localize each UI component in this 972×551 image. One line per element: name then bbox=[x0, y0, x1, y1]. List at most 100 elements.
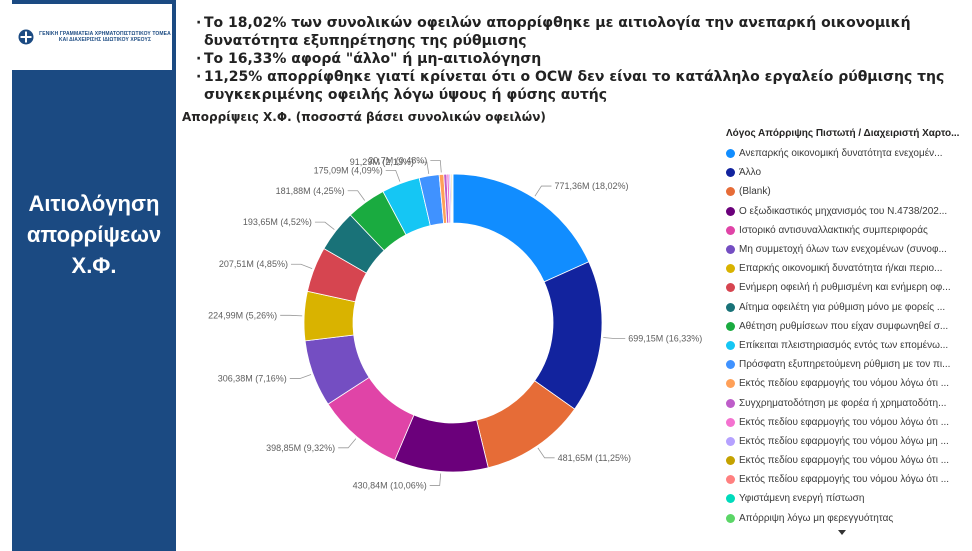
legend-label: Ενήμερη οφειλή ή ρυθμισμένη και ενήμερη … bbox=[739, 282, 951, 294]
data-label: 181,88M (4,25%) bbox=[276, 186, 345, 196]
legend-swatch-icon bbox=[726, 245, 735, 255]
data-label: 91,29M (2,13%) bbox=[350, 157, 414, 167]
legend-label: Ο εξωδικαστικός μηχανισμός του Ν.4738/20… bbox=[739, 205, 948, 217]
legend-label: Συγχρηματοδότηση με φορέα ή χρηματοδότη.… bbox=[739, 397, 947, 409]
legend-swatch-icon bbox=[726, 360, 735, 370]
legend-item[interactable]: Συγχρηματοδότηση με φορέα ή χρηματοδότη.… bbox=[726, 393, 966, 412]
legend-swatch-icon bbox=[726, 187, 735, 197]
donut-chart: 771,36M (18,02%) 699,15M (16,33%) 481,65M … bbox=[208, 155, 702, 490]
legend-label: Εκτός πεδίου εφαρμογής του νόμου λόγω ότ… bbox=[739, 455, 950, 467]
chart-legend: Ανεπαρκής οικονομική δυνατότητα ενεχομέν… bbox=[726, 144, 966, 528]
data-label-leader bbox=[280, 314, 303, 317]
data-label-leader bbox=[430, 160, 442, 173]
section-title-line: απορρίψεων bbox=[26, 222, 162, 247]
legend-item[interactable]: Εκτός πεδίου εφαρμογής του νόμου λόγω ότ… bbox=[726, 413, 966, 432]
legend-label: Αθέτηση ρυθμίσεων που είχαν συμφωνηθεί σ… bbox=[739, 320, 949, 332]
legend-item[interactable]: Ιστορικό αντισυναλλακτικής συμπεριφοράς bbox=[726, 221, 966, 240]
data-label-leader bbox=[416, 161, 430, 175]
data-label: 306,38M (7,16%) bbox=[218, 374, 287, 384]
data-label: 430,84M (10,06%) bbox=[353, 480, 427, 490]
legend-swatch-icon bbox=[726, 225, 735, 235]
legend-swatch-icon bbox=[726, 340, 735, 350]
legend-item[interactable]: Αίτημα οφειλέτη για ρύθμιση μόνο με φορε… bbox=[726, 298, 966, 317]
data-label: 207,51M (4,85%) bbox=[219, 259, 288, 269]
legend-swatch-icon bbox=[726, 417, 735, 427]
greek-emblem-icon bbox=[18, 29, 34, 45]
donut-slice[interactable] bbox=[534, 261, 603, 410]
legend-label: Μη συμμετοχή όλων των ενεχομένων (συνοφ.… bbox=[739, 244, 947, 256]
legend-item[interactable]: Πρόσφατη εξυπηρετούμενη ρύθμιση με τον π… bbox=[726, 355, 966, 374]
data-label-leader bbox=[385, 170, 401, 182]
legend-item[interactable]: Μη συμμετοχή όλων των ενεχομένων (συνοφ.… bbox=[726, 240, 966, 259]
legend-label: Απόρριψη λόγω μη φερεγγυότητας bbox=[739, 512, 894, 524]
legend-swatch-icon bbox=[726, 149, 735, 159]
legend-label: Εκτός πεδίου εφαρμογής του νόμου λόγω μη… bbox=[739, 435, 949, 447]
data-label-leader bbox=[603, 337, 626, 340]
legend-swatch-icon bbox=[726, 475, 735, 485]
legend-label: Ανεπαρκής οικονομική δυνατότητα ενεχομέν… bbox=[739, 148, 943, 160]
data-label-leader bbox=[429, 473, 442, 486]
key-findings-list: Το 18,02% των συνολικών οφειλών απορρίφθ… bbox=[196, 14, 956, 104]
finding-bullet: Το 18,02% των συνολικών οφειλών απορρίφθ… bbox=[196, 14, 956, 50]
legend-swatch-icon bbox=[726, 264, 735, 274]
data-label-leader bbox=[347, 190, 366, 201]
data-label-leader bbox=[534, 185, 552, 197]
section-title-line: Αιτιολόγηση bbox=[28, 191, 160, 216]
legend-swatch-icon bbox=[726, 398, 735, 408]
logo-text: ΓΕΝΙΚΗ ΓΡΑΜΜΑΤΕΙΑ ΧΡΗΜΑΤΟΠΙΣΤΩΤΙΚΟΥ ΤΟΜΕ… bbox=[39, 31, 171, 43]
chart-title: Απορρίψεις Χ.Φ. (ποσοστά βάσει συνολικών… bbox=[182, 110, 546, 124]
data-label: 771,36M (18,02%) bbox=[554, 181, 628, 191]
legend-swatch-icon bbox=[726, 206, 735, 216]
data-label: 193,65M (4,52%) bbox=[243, 217, 312, 227]
section-title-line: Χ.Φ. bbox=[71, 253, 117, 278]
data-label: 20,7M (0,48%) bbox=[368, 155, 427, 165]
legend-swatch-icon bbox=[726, 283, 735, 293]
legend-scroll-down-icon[interactable] bbox=[838, 530, 846, 535]
legend-swatch-icon bbox=[726, 379, 735, 389]
legend-label: (Blank) bbox=[739, 186, 771, 198]
legend-label: Υφιστάμενη ενεργή πίστωση bbox=[739, 493, 865, 505]
legend-label: Πρόσφατη εξυπηρετούμενη ρύθμιση με τον π… bbox=[739, 359, 951, 371]
legend-item[interactable]: Εκτός πεδίου εφαρμογής του νόμου λόγω μη… bbox=[726, 432, 966, 451]
organization-logo: ΓΕΝΙΚΗ ΓΡΑΜΜΑΤΕΙΑ ΧΡΗΜΑΤΟΠΙΣΤΩΤΙΚΟΥ ΤΟΜΕ… bbox=[12, 4, 172, 70]
legend-swatch-icon bbox=[726, 321, 735, 331]
legend-item[interactable]: Υφιστάμενη ενεργή πίστωση bbox=[726, 489, 966, 508]
legend-item[interactable]: Αθέτηση ρυθμίσεων που είχαν συμφωνηθεί σ… bbox=[726, 317, 966, 336]
legend-item[interactable]: Επίκειται πλειστηριασμός εντός των επομέ… bbox=[726, 336, 966, 355]
legend-item[interactable]: Εκτός πεδίου εφαρμογής του νόμου λόγω ότ… bbox=[726, 451, 966, 470]
data-label-leader bbox=[290, 263, 313, 269]
legend-item[interactable]: (Blank) bbox=[726, 182, 966, 201]
legend-label: Άλλο bbox=[739, 167, 762, 179]
legend-item[interactable]: Επαρκής οικονομική δυνατότητα ή/και περι… bbox=[726, 259, 966, 278]
legend-item[interactable]: Εκτός πεδίου εφαρμογής του νόμου λόγω ότ… bbox=[726, 374, 966, 393]
data-label: 481,65M (11,25%) bbox=[558, 453, 631, 463]
legend-label: Αίτημα οφειλέτη για ρύθμιση μόνο με φορε… bbox=[739, 301, 946, 313]
legend-item[interactable]: Άλλο bbox=[726, 163, 966, 182]
finding-bullet: 11,25% απορρίφθηκε γιατί κρίνεται ότι ο … bbox=[196, 68, 956, 104]
legend-label: Επίκειται πλειστηριασμός εντός των επομέ… bbox=[739, 339, 949, 351]
data-label-leader bbox=[537, 447, 555, 459]
data-label: 224,99M (5,26%) bbox=[208, 310, 277, 320]
legend-swatch-icon bbox=[726, 302, 735, 312]
legend-item[interactable]: Εκτός πεδίου εφαρμογής του νόμου λόγω ότ… bbox=[726, 470, 966, 489]
legend-label: Εκτός πεδίου εφαρμογής του νόμου λόγω ότ… bbox=[739, 378, 950, 390]
legend-item[interactable]: Ανεπαρκής οικονομική δυνατότητα ενεχομέν… bbox=[726, 144, 966, 163]
data-label-leader bbox=[338, 438, 357, 449]
data-label: 398,85M (9,32%) bbox=[266, 443, 335, 453]
data-label-leader bbox=[289, 374, 312, 379]
legend-swatch-icon bbox=[726, 513, 735, 523]
data-label-leader bbox=[314, 221, 335, 230]
legend-label: Ιστορικό αντισυναλλακτικής συμπεριφοράς bbox=[739, 224, 928, 236]
legend-title: Λόγος Απόρριψης Πιστωτή / Διαχειριστή Χα… bbox=[726, 128, 960, 139]
data-label: 699,15M (16,33%) bbox=[628, 334, 702, 344]
legend-label: Επαρκής οικονομική δυνατότητα ή/και περι… bbox=[739, 263, 943, 275]
legend-swatch-icon bbox=[726, 494, 735, 504]
section-title: Αιτιολόγηση απορρίψεων Χ.Φ. bbox=[12, 188, 176, 281]
finding-bullet: Το 16,33% αφορά "άλλο" ή μη-αιτιολόγηση bbox=[196, 50, 956, 68]
sidebar-panel bbox=[12, 0, 176, 551]
legend-label: Εκτός πεδίου εφαρμογής του νόμου λόγω ότ… bbox=[739, 474, 950, 486]
legend-swatch-icon bbox=[726, 436, 735, 446]
legend-item[interactable]: Ενήμερη οφειλή ή ρυθμισμένη και ενήμερη … bbox=[726, 278, 966, 297]
legend-item[interactable]: Ο εξωδικαστικός μηχανισμός του Ν.4738/20… bbox=[726, 202, 966, 221]
legend-item[interactable]: Απόρριψη λόγω μη φερεγγυότητας bbox=[726, 509, 966, 528]
